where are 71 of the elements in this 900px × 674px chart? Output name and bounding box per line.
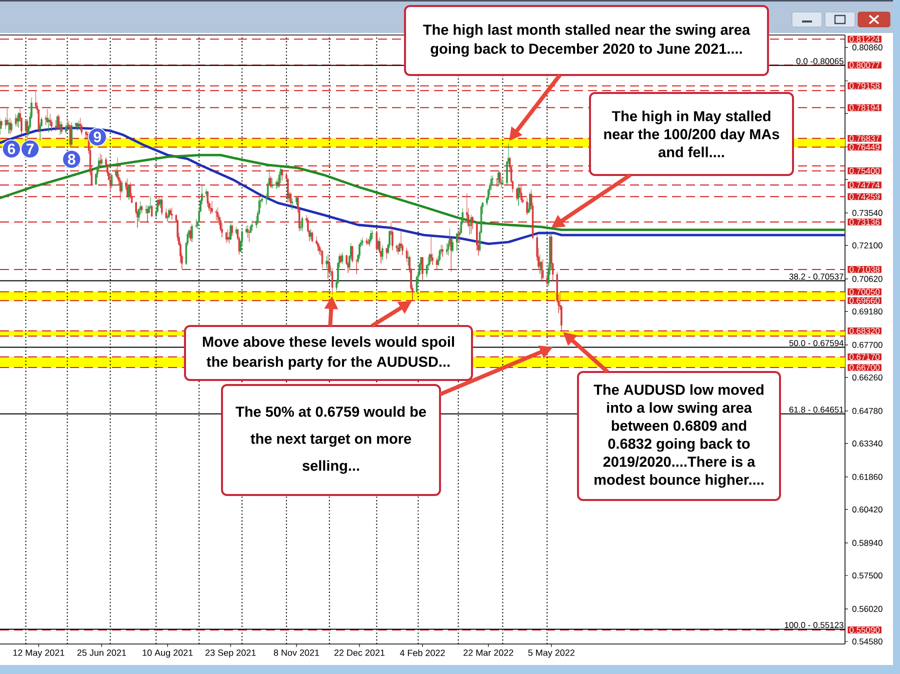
ref-line-label: 0.55090	[850, 626, 880, 633]
candlestick	[382, 245, 384, 260]
candlestick	[235, 226, 238, 235]
x-tick-label: 8 Nov 2021	[274, 650, 320, 656]
candlestick	[446, 242, 448, 255]
y-tick-label: 0.73540	[852, 210, 882, 216]
annotation: The 50% at 0.6759 would be the next target on more selling...	[236, 406, 426, 474]
y-tick-label: 0.61860	[852, 474, 882, 480]
candlestick	[271, 178, 274, 189]
y-tick-label: 0.60420	[852, 506, 882, 512]
x-tick-label: 12 May 2021	[13, 650, 64, 658]
y-tick-label: 0.72100	[852, 242, 882, 248]
y-tick-label: 0.63340	[852, 440, 882, 446]
x-tick-label: 23 Sep 2021	[206, 650, 256, 658]
candlestick	[191, 224, 193, 243]
candlestick	[70, 122, 73, 146]
candlestick	[129, 182, 132, 199]
y-tick-label: 0.67700	[852, 342, 882, 348]
ref-line-label: 0.75400	[850, 168, 880, 174]
x-tick-label: 22 Mar 2022	[464, 650, 514, 656]
ref-line-label: 0.74259	[850, 194, 880, 200]
y-tick-label: 0.69180	[852, 308, 882, 314]
y-tick-label: 0.66260	[852, 374, 882, 380]
annotation: The high in May stalled near the 100/200 day MAs and fell....	[604, 110, 780, 158]
annotation: 8	[68, 154, 76, 165]
y-tick-label: 0.56020	[852, 606, 882, 612]
ref-line-label: 0.73136	[850, 219, 880, 226]
y-tick-label: 0.64780	[852, 408, 882, 414]
line-series	[0, 126, 846, 246]
ref-line-label: 0.68320	[850, 328, 880, 334]
y-tick-label: 0.70620	[852, 276, 882, 282]
annotation: 50.0 - 0.67594	[789, 340, 844, 346]
ref-line-label: 0.66700	[850, 364, 880, 371]
annotation: 9	[94, 132, 102, 142]
ref-line-label: 0.79158	[850, 82, 880, 89]
y-tick-label: 0.54580	[852, 638, 882, 645]
x-tick-label: 22 Dec 2021	[334, 650, 385, 656]
candlestick	[281, 169, 284, 181]
candlestick	[520, 184, 522, 203]
ref-line-label: 0.74774	[850, 182, 880, 188]
y-tick-label: 0.57500	[852, 572, 882, 578]
ref-line-label: 0.81224	[850, 36, 880, 42]
candlestick	[170, 207, 173, 220]
x-tick-label: 4 Feb 2022	[400, 650, 445, 656]
ref-line-label: 0.69660	[850, 298, 880, 304]
ref-line-label: 0.80077	[850, 62, 880, 68]
x-tick-label: 10 Aug 2021	[142, 650, 193, 658]
annotation: 6	[8, 144, 16, 154]
annotation: 38.2 - 0.70537	[789, 274, 844, 280]
candlestick	[145, 204, 147, 214]
annotation: 61.8 - 0.64651	[789, 406, 844, 413]
candlestick	[366, 238, 368, 246]
annotation: The high last month stalled near the swing area going back to December 2020 to June 2021....	[423, 24, 750, 57]
ref-line-label: 0.78194	[850, 104, 880, 111]
x-tick-label: 5 May 2022	[528, 650, 574, 658]
candlestick	[498, 170, 501, 186]
ref-line-label: 0.76449	[850, 144, 880, 150]
annotation: The AUDUSD low moved into a low swing area between 0.6809 and 0.6832 going back to 2019/2020....There is a modest bounce higher....	[594, 384, 764, 488]
ref-line-label: 0.67170	[850, 354, 880, 360]
candlestick	[436, 257, 438, 270]
annotation: Move above these levels would spoil the bearish party for the AUDUSD...	[202, 336, 454, 370]
annotation: 0.0 -0.80065	[796, 58, 844, 64]
annotation: 100.0 - 0.55123	[784, 622, 844, 628]
x-tick-label: 25 Jun 2021	[77, 650, 126, 656]
y-tick-label: 0.80860	[852, 44, 882, 50]
candlestick	[245, 226, 248, 234]
ref-line-label: 0.70050	[850, 288, 880, 295]
ref-line-label: 0.76837	[850, 135, 880, 142]
ref-line-label: 0.71038	[850, 266, 880, 272]
y-tick-label: 0.58940	[852, 540, 882, 546]
annotation: 7	[26, 144, 34, 154]
